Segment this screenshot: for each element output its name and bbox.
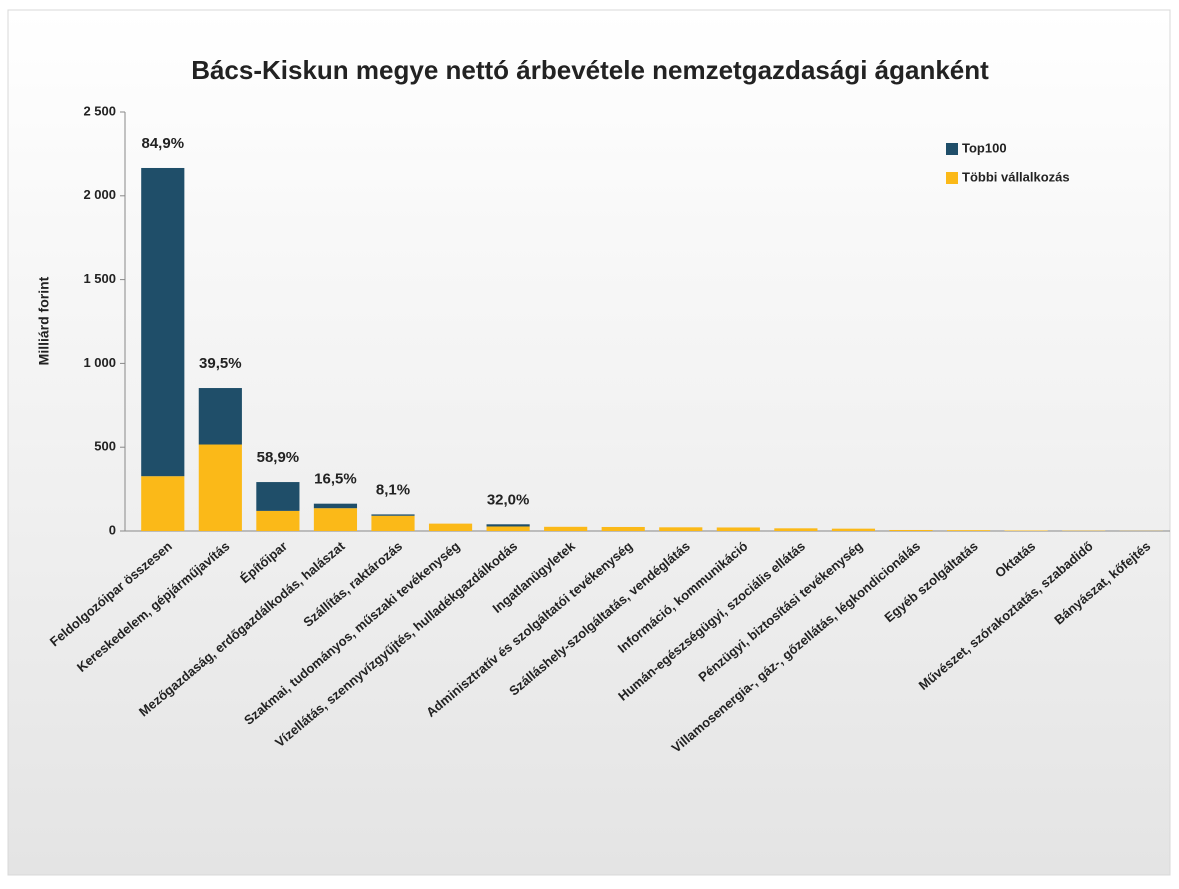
bar-segment [832,529,875,531]
y-tick-label: 2 500 [83,103,116,118]
bar-segment [371,514,414,515]
bar-segment [141,168,184,476]
legend-swatch [946,172,958,184]
legend-label: Többi vállalkozás [962,169,1070,184]
legend-swatch [946,143,958,155]
percent-label: 32,0% [487,491,530,508]
bar-segment [947,530,990,531]
y-tick-label: 1 500 [83,271,116,286]
bar-segment [602,527,645,531]
legend-label: Top100 [962,140,1007,155]
bar-segment [659,527,702,531]
bar-segment [889,530,932,531]
y-tick-label: 0 [109,522,116,537]
bar-segment [487,524,530,526]
bar-segment [717,527,760,531]
bar-segment [487,526,530,531]
bar-segment [314,504,357,509]
bar-segment [256,482,299,511]
percent-label: 8,1% [376,481,410,498]
percent-label: 16,5% [314,471,357,488]
bar-segment [256,511,299,531]
bar-segment [314,508,357,531]
bar-segment [774,528,817,531]
percent-label: 39,5% [199,355,242,372]
bar-segment [199,388,242,444]
bar-segment [141,476,184,531]
y-tick-label: 2 000 [83,187,116,202]
bar-segment [1005,530,1048,531]
y-tick-label: 1 000 [83,355,116,370]
percent-label: 84,9% [142,135,185,152]
y-axis-label: Milliárd forint [36,276,52,365]
bar-segment [429,524,472,531]
bar-segment [544,527,587,531]
bar-segment [199,445,242,531]
chart-title: Bács-Kiskun megye nettó árbevétele nemze… [191,55,989,85]
bar-segment [371,516,414,531]
y-tick-label: 500 [94,439,116,454]
percent-label: 58,9% [257,449,300,466]
